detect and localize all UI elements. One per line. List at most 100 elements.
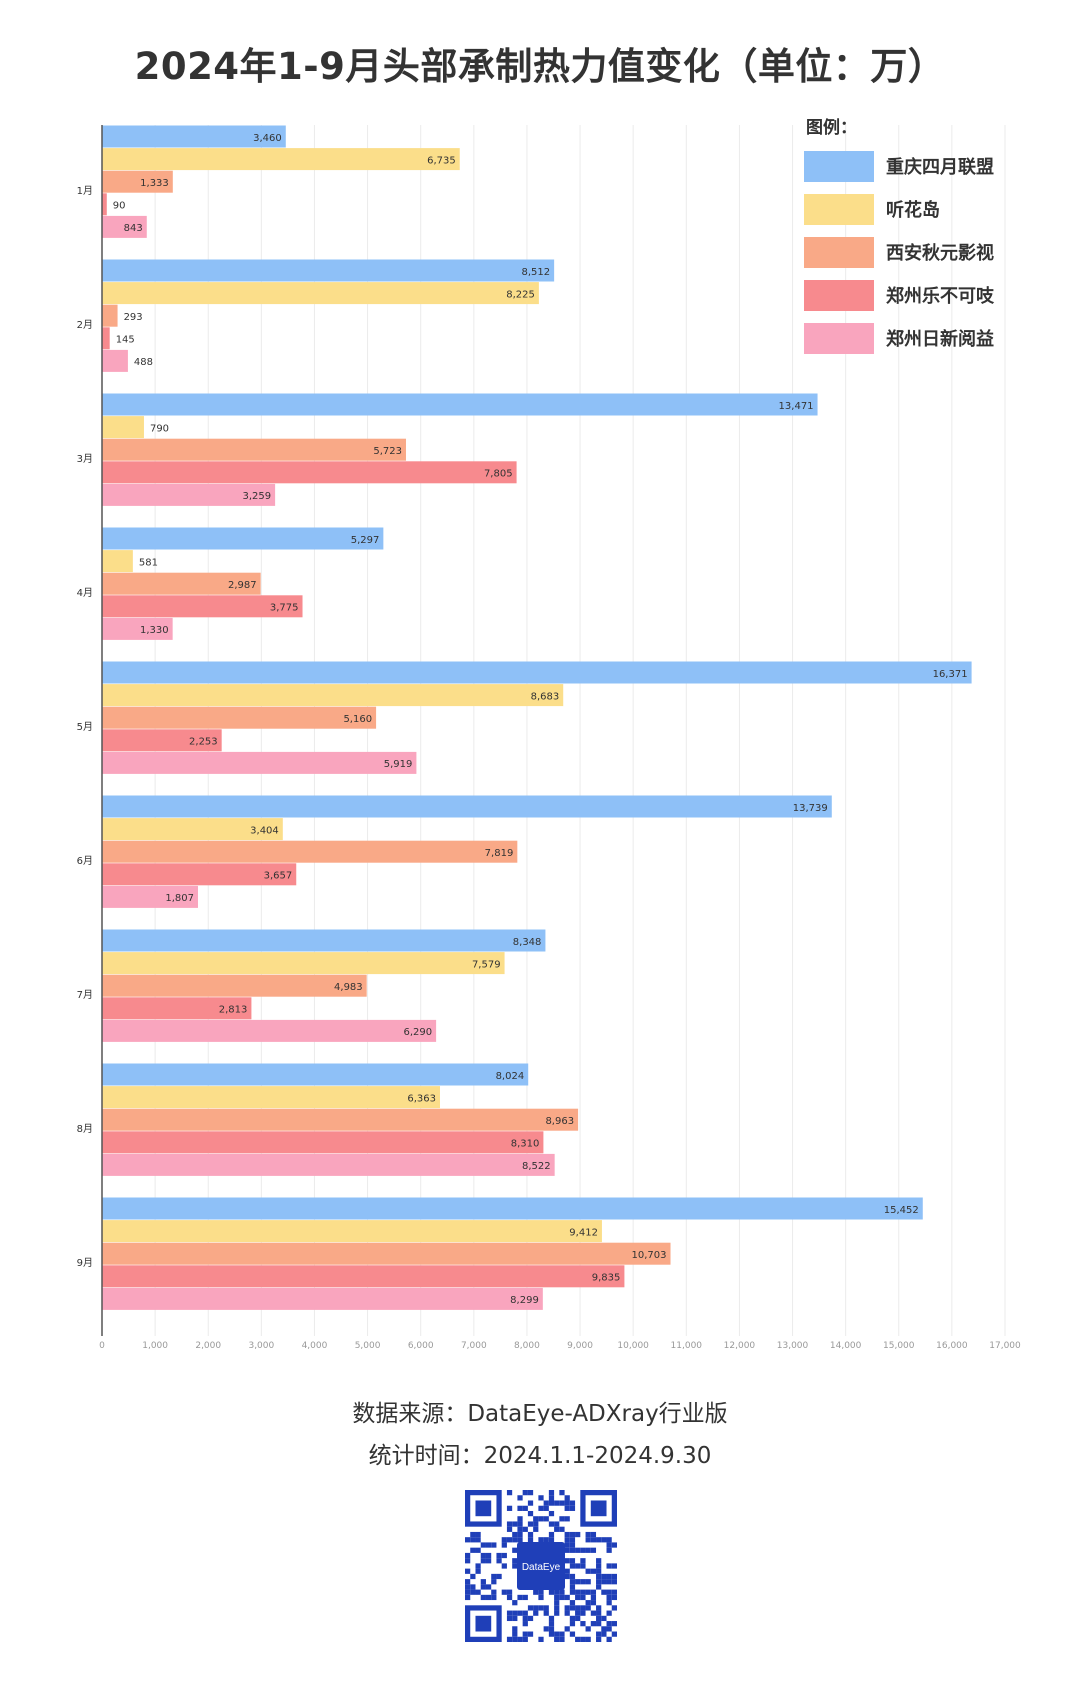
qr-module xyxy=(580,1636,586,1642)
qr-module xyxy=(575,1547,581,1553)
legend-swatch xyxy=(804,237,874,268)
qr-module xyxy=(606,1636,612,1642)
x-tick-label: 16,000 xyxy=(936,1341,968,1351)
bar xyxy=(102,550,133,573)
qr-module xyxy=(506,1610,513,1616)
qr-logo-text: DataEye xyxy=(522,1562,561,1573)
bar xyxy=(102,595,303,618)
bar xyxy=(102,1086,440,1109)
qr-module xyxy=(564,1605,570,1611)
qr-module xyxy=(575,1589,581,1595)
qr-module xyxy=(590,1537,597,1543)
qr-module xyxy=(596,1573,602,1580)
qr-module xyxy=(512,1631,518,1637)
qr-module xyxy=(554,1600,560,1606)
data-label: 7,819 xyxy=(485,848,514,859)
qr-module xyxy=(564,1505,570,1511)
data-label: 7,579 xyxy=(472,959,501,970)
x-tick-label: 11,000 xyxy=(671,1341,703,1351)
legend-label: 重庆四月联盟 xyxy=(886,156,994,178)
qr-module xyxy=(465,1558,471,1564)
qr-module xyxy=(611,1563,617,1569)
qr-module xyxy=(470,1573,476,1580)
data-label: 10,703 xyxy=(632,1250,667,1261)
bar xyxy=(102,952,505,975)
qr-module xyxy=(512,1610,518,1616)
qr-module xyxy=(517,1537,523,1543)
data-label: 9,835 xyxy=(592,1273,621,1284)
data-label: 3,404 xyxy=(250,825,279,836)
qr-module xyxy=(606,1626,612,1632)
qr-module xyxy=(475,1537,481,1543)
qr-module xyxy=(564,1610,570,1616)
qr-module xyxy=(548,1537,555,1543)
qr-module xyxy=(575,1563,581,1569)
qr-module xyxy=(564,1594,570,1601)
qr-module xyxy=(575,1615,581,1622)
bar xyxy=(102,1242,671,1265)
qr-module xyxy=(548,1495,555,1501)
qr-module xyxy=(548,1531,555,1538)
data-label: 2,253 xyxy=(189,737,218,748)
bar xyxy=(102,527,384,550)
qr-module xyxy=(569,1579,576,1585)
qr-module xyxy=(569,1547,576,1553)
qr-module xyxy=(596,1636,602,1642)
qr-module xyxy=(506,1526,513,1532)
qr-module xyxy=(606,1537,612,1543)
qr-module xyxy=(585,1589,591,1595)
bar xyxy=(102,349,128,372)
qr-module xyxy=(611,1542,617,1548)
data-source-text: 数据来源：DataEye-ADXray行业版 xyxy=(352,1401,728,1427)
qr-module xyxy=(538,1495,544,1501)
qr-module xyxy=(569,1563,576,1569)
qr-module xyxy=(559,1589,565,1595)
qr-module xyxy=(596,1568,602,1574)
qr-module xyxy=(569,1631,576,1637)
qr-module xyxy=(480,1579,486,1585)
data-label: 8,522 xyxy=(522,1161,551,1172)
qr-module xyxy=(533,1589,539,1595)
qr-module xyxy=(512,1531,518,1538)
data-label: 1,333 xyxy=(140,178,169,189)
legend-label: 听花岛 xyxy=(886,199,940,221)
qr-module xyxy=(569,1531,576,1538)
data-label: 9,412 xyxy=(569,1227,598,1238)
qr-module xyxy=(538,1594,544,1601)
qr-module xyxy=(485,1594,492,1601)
qr-module xyxy=(470,1589,476,1595)
legend-swatch xyxy=(804,151,874,182)
bar xyxy=(102,393,818,416)
qr-module xyxy=(475,1568,481,1574)
bar xyxy=(102,1108,579,1131)
qr-module xyxy=(485,1558,492,1564)
qr-finder-core xyxy=(475,1615,492,1632)
bar xyxy=(102,215,147,238)
data-label: 90 xyxy=(113,201,126,212)
qr-module xyxy=(611,1589,617,1595)
qr-module xyxy=(564,1537,570,1543)
qr-module xyxy=(470,1547,476,1553)
qr-module xyxy=(522,1615,528,1622)
bar xyxy=(102,1287,543,1310)
qr-module xyxy=(522,1526,528,1532)
qr-module xyxy=(596,1537,602,1543)
bar xyxy=(102,929,546,952)
category-label: 2月 xyxy=(77,319,93,331)
qr-module xyxy=(611,1631,617,1637)
qr-module xyxy=(512,1521,518,1527)
qr-module xyxy=(517,1610,523,1616)
bar xyxy=(102,1019,437,1042)
qr-module xyxy=(585,1537,591,1543)
qr-module xyxy=(606,1563,612,1569)
category-label: 4月 xyxy=(77,587,93,599)
qr-module xyxy=(538,1636,544,1642)
qr-module xyxy=(512,1537,518,1543)
qr-module xyxy=(580,1605,586,1611)
qr-module xyxy=(554,1526,560,1532)
qr-module xyxy=(585,1547,591,1553)
qr-module xyxy=(527,1490,534,1496)
qr-module xyxy=(585,1579,591,1585)
qr-module xyxy=(470,1584,476,1590)
qr-module xyxy=(485,1542,492,1548)
